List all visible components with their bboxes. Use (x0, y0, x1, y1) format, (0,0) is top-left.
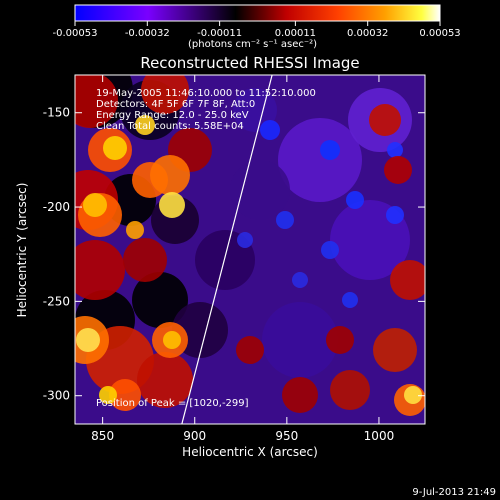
colorbar-tick-label: 0.00053 (419, 28, 460, 39)
chart-title: Reconstructed RHESSI Image (140, 54, 359, 72)
heatmap-blob (230, 160, 290, 220)
solar-limb-line (181, 75, 273, 424)
heatmap-blob (278, 118, 362, 202)
heatmap-blob (141, 75, 189, 114)
heatmap-blob (126, 221, 144, 239)
colorbar-tick-label: 0.00032 (347, 28, 388, 39)
heatmap-blob (75, 240, 125, 300)
colorbar-tick-label: 0.00011 (275, 28, 316, 39)
info-line-detectors: Detectors: 4F 5F 6F 7F 8F, Att:0 (96, 99, 255, 110)
heatmap-blob (103, 136, 127, 160)
heatmap-blob (236, 336, 264, 364)
heatmap-blob (99, 386, 117, 404)
heatmap-blob (123, 238, 167, 282)
heatmap-blob (135, 115, 155, 135)
colorbar-gradient (74, 4, 441, 22)
heatmap-blob (76, 328, 100, 352)
heatmap-blob (330, 370, 370, 410)
info-line-energy: Energy Range: 12.0 - 25.0 keV (96, 110, 249, 121)
heatmap-blob (159, 192, 185, 218)
heatmap-blob (384, 156, 412, 184)
y-tick-label: -250 (43, 294, 70, 308)
heatmap-blob (276, 211, 294, 229)
peak-position-label: Position of Peak = [1020,-299] (96, 398, 249, 409)
heatmap-blob (150, 155, 190, 195)
x-tick-label: 850 (91, 429, 114, 443)
colorbar-tick-label: -0.00032 (125, 28, 170, 39)
heatmap-blob (132, 272, 188, 328)
heatmap-blob (109, 379, 141, 411)
heatmap-blob (137, 352, 193, 408)
x-tick-label: 950 (275, 429, 298, 443)
y-tick-label: -200 (43, 200, 70, 214)
y-axis: -150 -200 -250 -300 (43, 106, 425, 403)
heatmap-blob (404, 386, 422, 404)
y-tick-label: -150 (43, 106, 70, 120)
x-tick-label: 1000 (364, 429, 395, 443)
info-line-time: 19-May-2005 11:46:10.000 to 11:52:10.000 (96, 88, 316, 99)
heatmap-blob (237, 232, 253, 248)
x-axis-label: Heliocentric X (arcsec) (182, 445, 318, 459)
heatmap-blob (83, 193, 107, 217)
heatmap-blob (292, 272, 308, 288)
heatmap-blob (282, 377, 318, 413)
heatmap-blob (387, 142, 403, 158)
heatmap-blob (326, 326, 354, 354)
heatmap-blob (373, 328, 417, 372)
heatmap-blob (346, 191, 364, 209)
heatmap-blob (320, 140, 340, 160)
heatmap-blob (260, 120, 280, 140)
plot-frame (74, 74, 426, 425)
heatmap-blob (75, 75, 118, 128)
heatmap-blob (321, 241, 339, 259)
x-axis: 850 900 950 1000 (91, 75, 394, 443)
colorbar: -0.00053 -0.00032 -0.00011 0.00011 0.00032 0.… (53, 4, 461, 50)
info-line-counts: Clean Total counts: 5.58E+04 (96, 121, 244, 132)
x-tick-label: 900 (183, 429, 206, 443)
y-tick-label: -300 (43, 389, 70, 403)
heatmap-blob (390, 260, 425, 300)
colorbar-tick-label: -0.00053 (53, 28, 98, 39)
info-block: 19-May-2005 11:46:10.000 to 11:52:10.000… (96, 88, 316, 132)
colorbar-unit-label: (photons cm⁻² s⁻¹ asec⁻²) (188, 39, 317, 50)
heatmap-image (75, 75, 425, 424)
y-axis-label: Heliocentric Y (arcsec) (15, 183, 29, 318)
footer-timestamp: 9-Jul-2013 21:49 (412, 487, 496, 498)
heatmap-blob (262, 302, 338, 378)
colorbar-tick-label: -0.00011 (197, 28, 242, 39)
heatmap-blob (386, 206, 404, 224)
heatmap-blob (342, 292, 358, 308)
heatmap-blob (369, 104, 401, 136)
heatmap-blob (163, 331, 181, 349)
